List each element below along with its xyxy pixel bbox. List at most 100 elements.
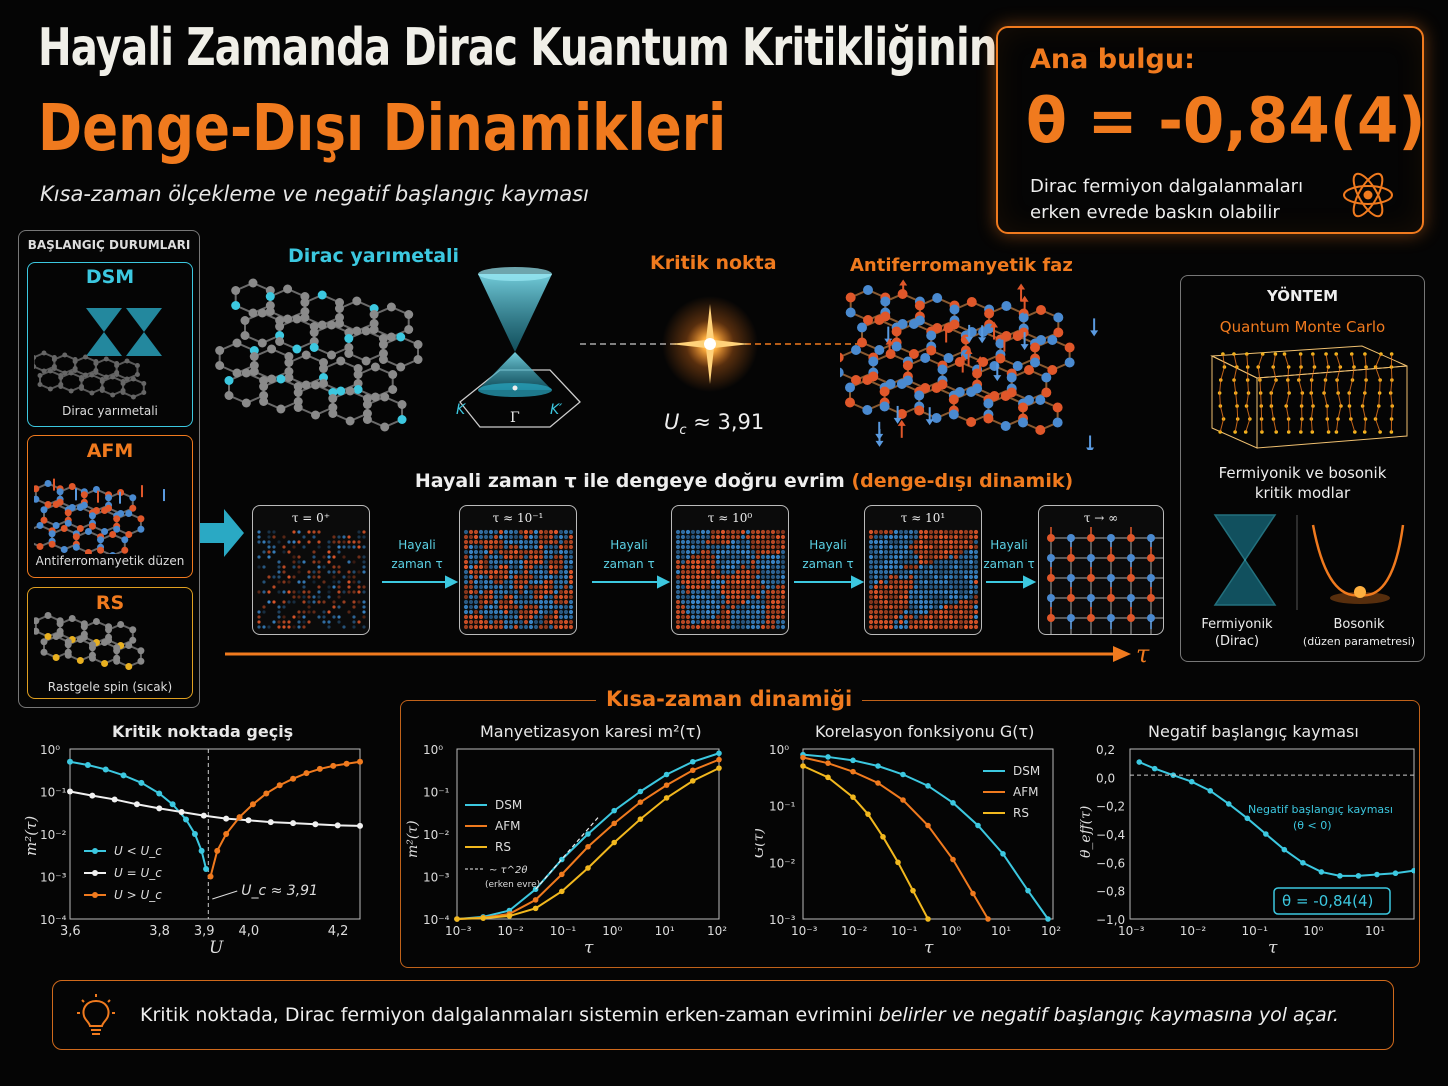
spin-site	[503, 624, 509, 630]
spin-site	[362, 560, 366, 564]
page-subtitle: Kısa-zaman ölçekleme ve negatif başlangı…	[40, 182, 589, 206]
spin-site	[538, 604, 544, 610]
spin-site	[563, 544, 569, 550]
lattice-site	[125, 531, 133, 538]
data-point	[663, 795, 670, 801]
spin-site	[868, 559, 874, 565]
spin-site	[473, 544, 479, 550]
spin-site	[523, 564, 529, 570]
state-card-afm[interactable]	[27, 435, 193, 578]
spin-site	[750, 579, 756, 585]
spin-site	[918, 554, 924, 560]
lattice-site	[68, 615, 76, 622]
spin-site	[695, 624, 701, 630]
spin-site	[533, 589, 539, 595]
spin-site	[775, 599, 781, 605]
spin-site	[518, 624, 524, 630]
spin-site	[1147, 574, 1155, 582]
lattice-site	[93, 370, 99, 375]
spin-site	[943, 574, 949, 580]
spin-site	[478, 579, 484, 585]
spin-site	[868, 609, 874, 615]
spin-site	[568, 594, 574, 600]
x-axis-label: τ	[584, 938, 594, 958]
lattice-site	[311, 380, 321, 390]
spin-site	[523, 609, 529, 615]
spin-site	[493, 584, 499, 590]
lattice-site	[259, 397, 269, 406]
spin-site	[868, 564, 874, 570]
spin-site	[468, 539, 474, 545]
lattice-site	[103, 356, 109, 362]
spin-site	[695, 614, 701, 620]
spin-site	[553, 544, 559, 550]
step-label-1: Hayali zaman τ	[391, 538, 443, 571]
spin-site	[700, 604, 706, 610]
state-name-afm: AFM	[86, 440, 134, 462]
spin-site	[893, 544, 899, 550]
spin-site	[878, 589, 884, 595]
spin-site	[317, 590, 321, 594]
spin-site	[262, 590, 266, 594]
spin-site	[963, 539, 969, 545]
lattice-bond	[59, 371, 83, 393]
spin-site	[933, 574, 939, 580]
spin-site	[750, 599, 756, 605]
spin-site	[277, 590, 281, 594]
spin-site	[968, 594, 974, 600]
spin-site	[468, 554, 474, 560]
spin-site	[297, 580, 301, 584]
lattice-site	[114, 372, 120, 377]
data-point	[1025, 887, 1031, 894]
spin-site	[538, 614, 544, 620]
spin-site	[898, 569, 904, 575]
spin-site	[898, 609, 904, 615]
spin-site	[973, 574, 979, 580]
spin-site	[705, 589, 711, 595]
legend-label: U < U_c	[114, 844, 162, 858]
spin-site	[943, 529, 949, 535]
spin-site	[908, 569, 914, 575]
spin-arrowhead	[978, 337, 987, 344]
spin-site	[503, 574, 509, 580]
spin-site	[478, 534, 484, 540]
lattice-site	[72, 368, 78, 373]
spin-site	[735, 544, 741, 550]
spin-site	[558, 609, 564, 615]
spin-site	[765, 624, 771, 630]
spin-site	[538, 559, 544, 565]
spin-site	[923, 599, 929, 605]
spin-site	[357, 600, 361, 604]
spin-site	[488, 589, 494, 595]
chart4-title: Negatif başlangıç kayması	[1148, 722, 1359, 741]
spin-site	[903, 604, 909, 610]
spin-site	[903, 574, 909, 580]
spin-site	[755, 549, 761, 555]
spin-site	[745, 539, 751, 545]
spin-site	[690, 544, 696, 550]
spin-site	[685, 584, 691, 590]
spin-site	[523, 534, 529, 540]
spin-site	[938, 589, 944, 595]
spin-site	[357, 580, 361, 584]
spin-site	[888, 624, 894, 630]
spin-site	[513, 544, 519, 550]
spin-site	[780, 559, 786, 565]
spin-site	[745, 619, 751, 625]
spin-site	[503, 604, 509, 610]
lattice-site	[48, 530, 56, 538]
spin-site	[868, 594, 874, 600]
worldline	[1348, 353, 1356, 433]
spin-site	[297, 615, 301, 619]
spin-site	[765, 534, 771, 540]
spin-site	[347, 570, 351, 574]
spin-site	[938, 624, 944, 630]
state-card-rs[interactable]	[27, 587, 193, 699]
state-card-dsm[interactable]	[27, 262, 193, 427]
spin-arrowhead	[1020, 295, 1029, 302]
spin-site	[533, 599, 539, 605]
lattice-site	[931, 413, 942, 423]
lattice-site	[83, 354, 89, 360]
spin-site	[277, 540, 281, 544]
annotation-arrow	[212, 890, 238, 900]
